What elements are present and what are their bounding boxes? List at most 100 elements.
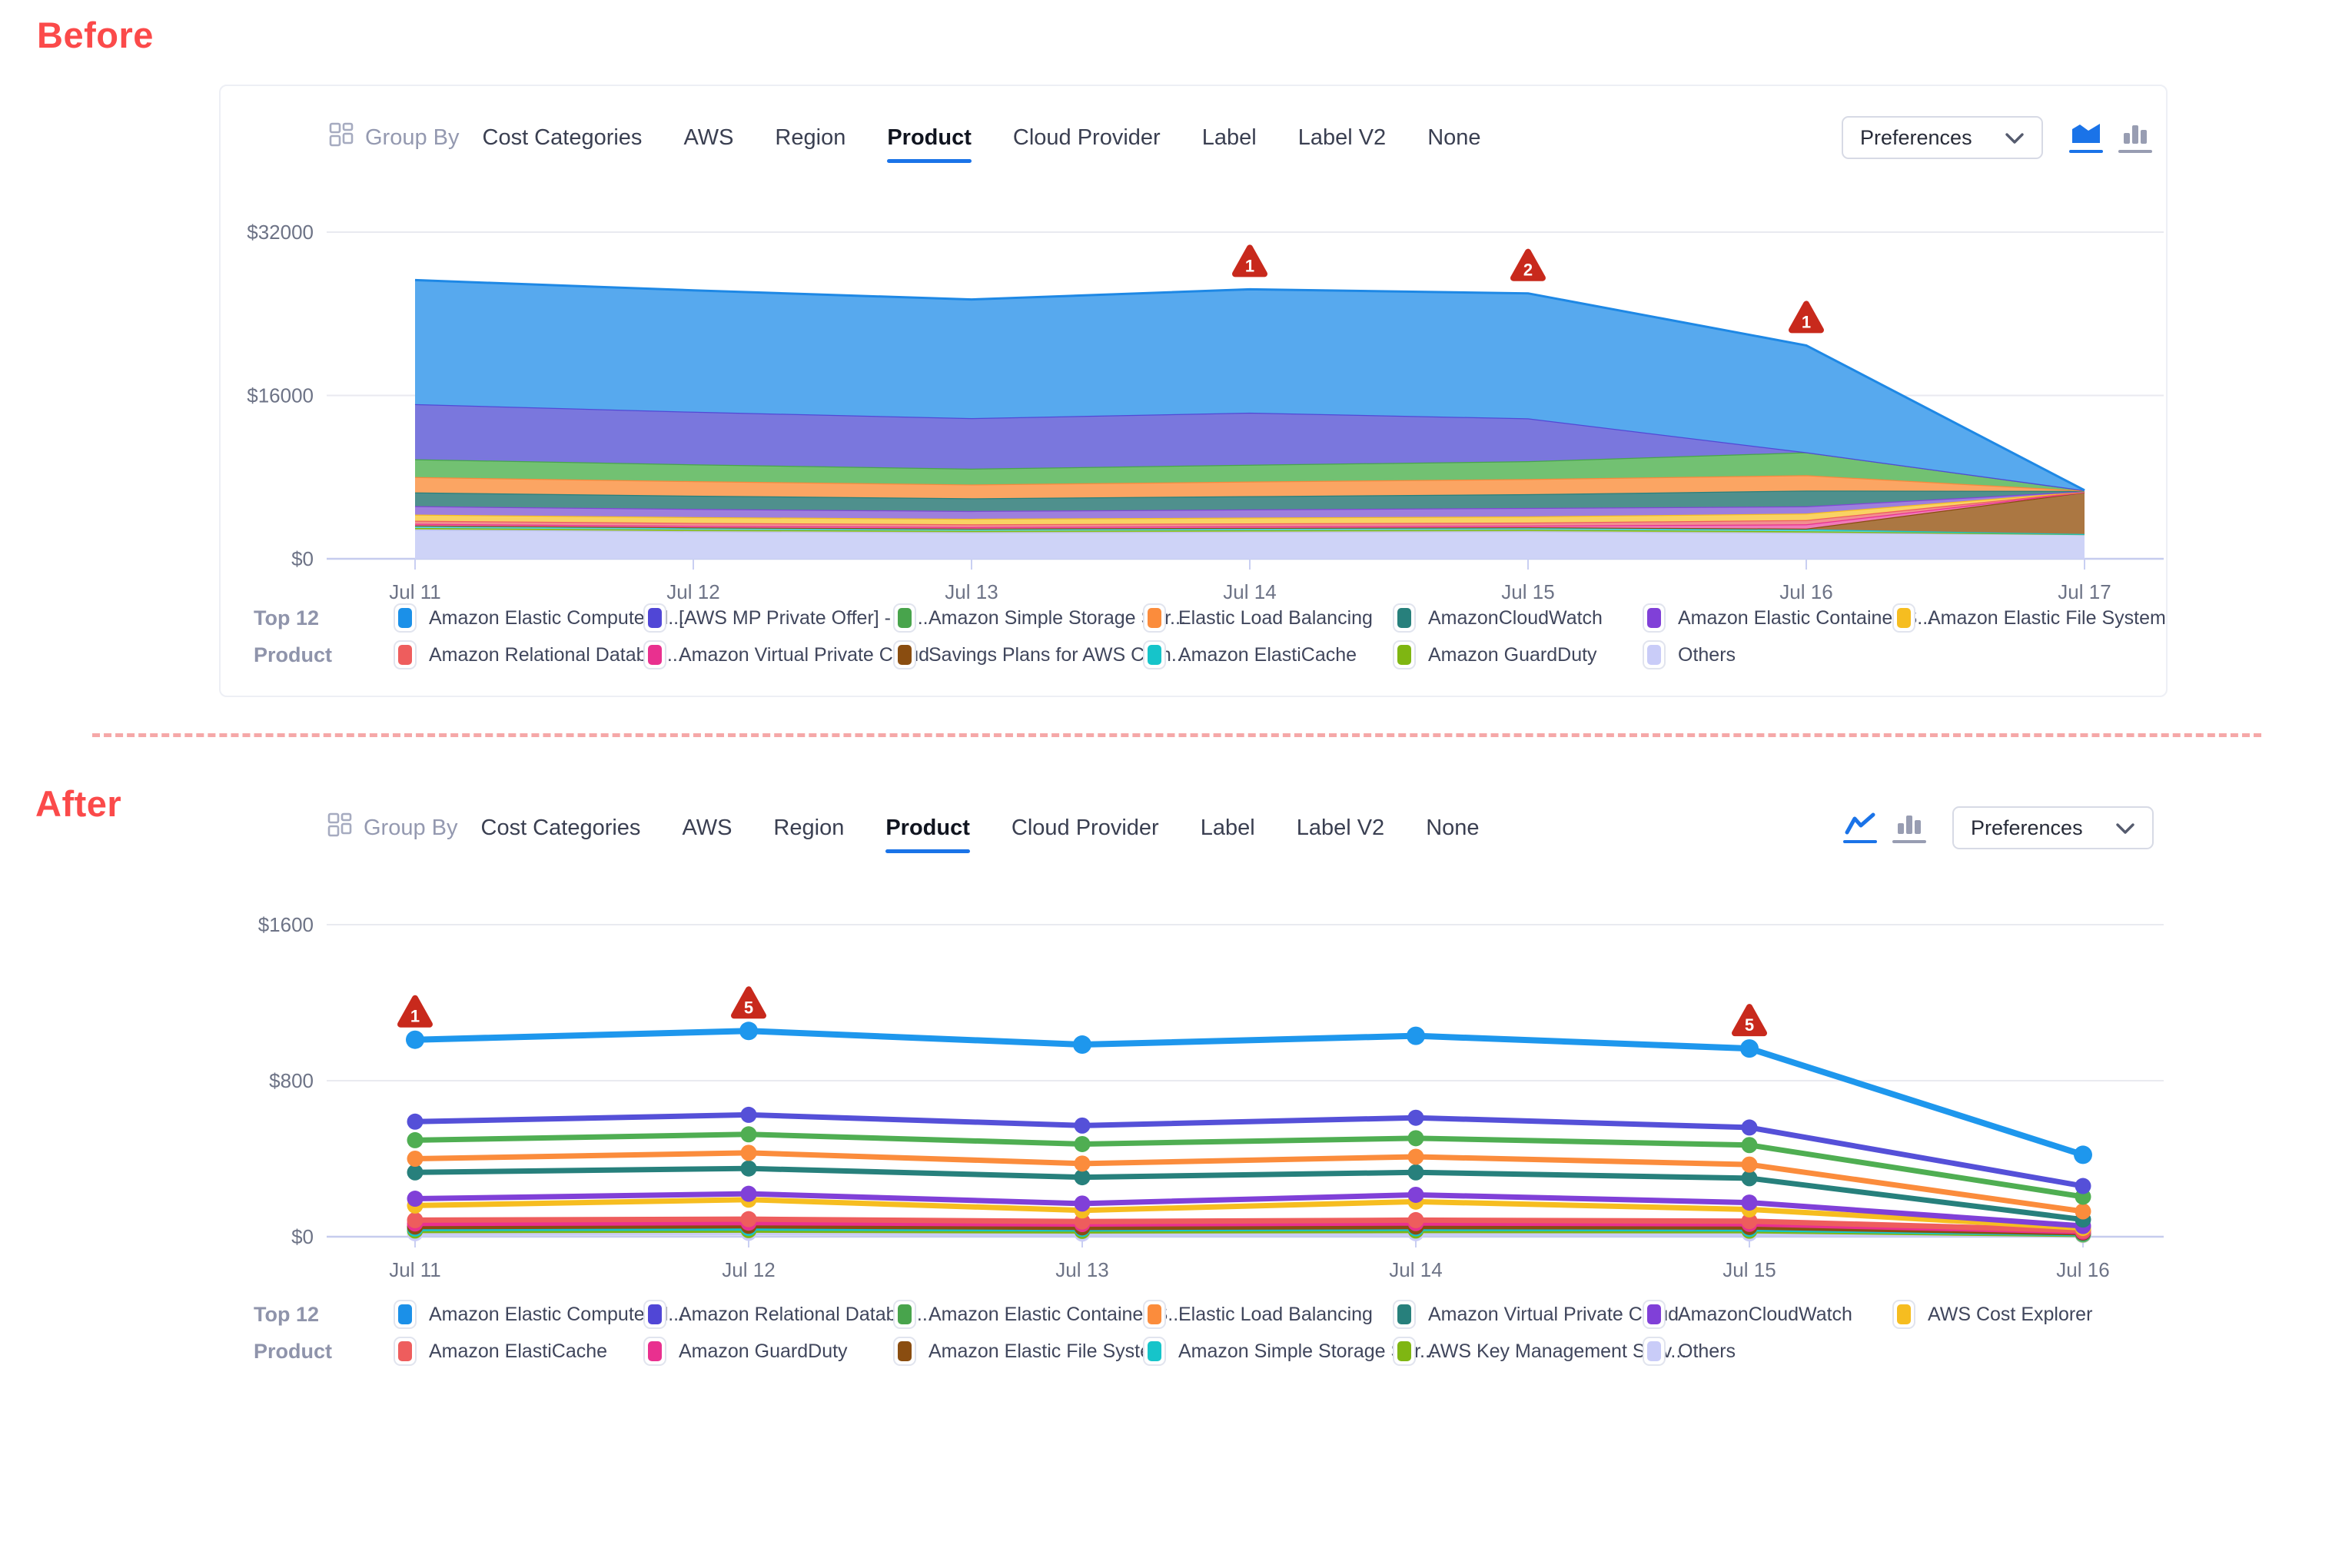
tab-cost-categories[interactable]: Cost Categories — [480, 815, 641, 840]
tab-cost-categories[interactable]: Cost Categories — [482, 125, 643, 150]
legend-label: AmazonCloudWatch — [1428, 606, 1603, 629]
legend-item-amazon-simple-storage-ser[interactable]: Amazon Simple Storage Ser... — [893, 603, 1186, 633]
legend-item-amazon-virtual-private-cloud[interactable]: Amazon Virtual Private Cloud — [643, 640, 929, 669]
legend-label: Amazon GuardDuty — [679, 1340, 848, 1362]
alert-badge[interactable]: 1 — [1789, 301, 1824, 334]
alert-badge[interactable]: 1 — [397, 995, 433, 1028]
svg-text:1: 1 — [1802, 312, 1811, 331]
tab-none[interactable]: None — [1426, 815, 1480, 840]
tab-aws[interactable]: AWS — [682, 815, 733, 840]
alert-badge[interactable]: 2 — [1510, 248, 1546, 281]
after-toolbar: Group By Cost Categories AWS Region Product… — [219, 806, 2168, 853]
legend-item-amazon-simple-storage-ser[interactable]: Amazon Simple Storage Ser... — [1143, 1337, 1436, 1366]
legend-swatch — [1143, 640, 1166, 669]
legend-label: Others — [1678, 643, 1736, 666]
preferences-label: Preferences — [1971, 816, 2083, 839]
preferences-button[interactable]: Preferences — [1952, 806, 2154, 849]
legend-swatch — [394, 640, 417, 669]
legend-swatch — [1393, 1337, 1416, 1366]
tab-aws[interactable]: AWS — [683, 125, 734, 150]
legend-swatch — [893, 1300, 916, 1329]
legend-item-aws-key-management-serv[interactable]: AWS Key Management Serv... — [1393, 1337, 1686, 1366]
legend-label: Amazon Elastic Compute Cl... — [429, 1303, 685, 1325]
preferences-button[interactable]: Preferences — [1842, 116, 2043, 159]
legend-item-amazon-virtual-private-cloud[interactable]: Amazon Virtual Private Cloud — [1393, 1300, 1679, 1329]
tab-label[interactable]: Label — [1200, 815, 1255, 840]
bar-chart-icon[interactable] — [1892, 812, 1926, 843]
legend-item-savings-plans-for-aws-com[interactable]: Savings Plans for AWS Com... — [893, 640, 1188, 669]
tab-none[interactable]: None — [1427, 125, 1481, 150]
tab-region[interactable]: Region — [775, 125, 846, 150]
legend-label: Others — [1678, 1340, 1736, 1362]
alert-badges: 1 2 1 — [1232, 244, 1824, 334]
legend-item-amazon-elastic-file-system[interactable]: Amazon Elastic File System — [893, 1337, 1167, 1366]
tab-product[interactable]: Product — [885, 815, 970, 853]
legend-item-others[interactable]: Others — [1643, 640, 1892, 669]
chart-grid: $0 $800 $1600 Jul 11 Jul 12 Jul 13 Jul 14 Jul 1… — [258, 913, 2164, 1281]
before-tab-bar: Cost Categories AWS Region Product Cloud Pro… — [482, 125, 1481, 163]
legend-item-amazon-elasticache[interactable]: Amazon ElastiCache — [1143, 640, 1393, 669]
tab-cloud-provider[interactable]: Cloud Provider — [1011, 815, 1159, 840]
svg-text:5: 5 — [1745, 1015, 1754, 1035]
group-by-label: Group By — [364, 815, 458, 840]
legend-item-amazon-elastic-compute-cl[interactable]: Amazon Elastic Compute Cl... — [394, 603, 684, 633]
legend-swatch — [1643, 1300, 1666, 1329]
legend-swatch — [643, 1300, 666, 1329]
legend-swatch — [893, 640, 916, 669]
svg-text:2: 2 — [1523, 261, 1533, 280]
after-legend: Top 12 Product Amazon Elastic Compute Cl… — [231, 1296, 2337, 1370]
legend-item-amazon-elastic-file-system[interactable]: Amazon Elastic File System — [1892, 603, 2166, 633]
legend-label: Amazon Elastic File System — [929, 1340, 1167, 1362]
legend-swatch — [1143, 1300, 1166, 1329]
section-divider — [92, 733, 2261, 737]
before-toolbar-left: Group By Cost Categories AWS Region Product… — [328, 121, 1481, 163]
legend-title-line2: Product — [254, 643, 333, 666]
svg-text:$32000: $32000 — [247, 221, 314, 244]
chart-type-toggle — [1843, 812, 1926, 843]
tab-product[interactable]: Product — [887, 125, 972, 163]
svg-text:Jul 14: Jul 14 — [1389, 1258, 1442, 1281]
legend-item-amazoncloudwatch[interactable]: AmazonCloudWatch — [1643, 1300, 1892, 1329]
legend-item-others[interactable]: Others — [1643, 1337, 1892, 1366]
chart-series — [406, 1022, 2092, 1244]
svg-text:Jul 14: Jul 14 — [1223, 580, 1276, 603]
tab-region[interactable]: Region — [773, 815, 845, 840]
legend-item-amazon-relational-databas[interactable]: Amazon Relational Databas... — [643, 1300, 933, 1329]
legend-item-aws-mp-private-offer-m[interactable]: [AWS MP Private Offer] - M... — [643, 603, 929, 633]
legend-item-amazoncloudwatch[interactable]: AmazonCloudWatch — [1393, 603, 1643, 633]
legend-item-amazon-elastic-container-s[interactable]: Amazon Elastic Container S... — [893, 1300, 1184, 1329]
tab-label[interactable]: Label — [1201, 125, 1257, 150]
legend-item-amazon-guardduty[interactable]: Amazon GuardDuty — [1393, 640, 1643, 669]
line-chart-icon[interactable] — [1843, 812, 1877, 843]
legend-item-elastic-load-balancing[interactable]: Elastic Load Balancing — [1143, 1300, 1393, 1329]
legend-label: Amazon ElastiCache — [1178, 643, 1357, 666]
svg-text:Jul 11: Jul 11 — [389, 580, 440, 603]
legend-item-amazon-elasticache[interactable]: Amazon ElastiCache — [394, 1337, 643, 1366]
svg-text:1: 1 — [1245, 256, 1254, 275]
alert-badge[interactable]: 1 — [1232, 244, 1267, 277]
legend-label: AWS Cost Explorer — [1928, 1303, 2093, 1325]
before-legend: Top 12 Product Amazon Elastic Compute Cl… — [231, 600, 2337, 673]
legend-item-amazon-guardduty[interactable]: Amazon GuardDuty — [643, 1337, 893, 1366]
svg-text:Jul 16: Jul 16 — [2056, 1258, 2109, 1281]
area-chart-icon[interactable] — [2069, 122, 2103, 153]
legend-item-amazon-elastic-container-s[interactable]: Amazon Elastic Container S... — [1643, 603, 1933, 633]
tab-cloud-provider[interactable]: Cloud Provider — [1012, 125, 1161, 150]
group-by: Group By — [327, 812, 458, 844]
legend-label: Amazon Elastic Container S... — [1678, 606, 1934, 629]
bar-chart-icon[interactable] — [2118, 122, 2152, 153]
legend-item-aws-cost-explorer[interactable]: AWS Cost Explorer — [1892, 1300, 2142, 1329]
alert-badges: 1 5 5 — [397, 986, 1767, 1037]
alert-badge[interactable]: 5 — [731, 986, 766, 1019]
tab-label-v2[interactable]: Label V2 — [1297, 125, 1387, 150]
legend-item-amazon-relational-databas[interactable]: Amazon Relational Databas... — [394, 640, 683, 669]
before-cost-chart[interactable]: $0 $16000 $32000 Jul 11 Jul 12 Jul 13 Jul 14 Ju… — [215, 192, 2183, 611]
legend-label: Amazon Relational Databas... — [679, 1303, 933, 1325]
alert-badge[interactable]: 5 — [1732, 1004, 1767, 1037]
after-cost-chart[interactable]: $0 $800 $1600 Jul 11 Jul 12 Jul 13 Jul 14 Jul 1… — [215, 884, 2183, 1303]
legend-item-amazon-elastic-compute-cl[interactable]: Amazon Elastic Compute Cl... — [394, 1300, 684, 1329]
before-toolbar-right: Preferences — [1842, 116, 2152, 159]
legend-item-elastic-load-balancing[interactable]: Elastic Load Balancing — [1143, 603, 1393, 633]
legend-swatch — [1143, 603, 1166, 633]
tab-label-v2[interactable]: Label V2 — [1296, 815, 1385, 840]
